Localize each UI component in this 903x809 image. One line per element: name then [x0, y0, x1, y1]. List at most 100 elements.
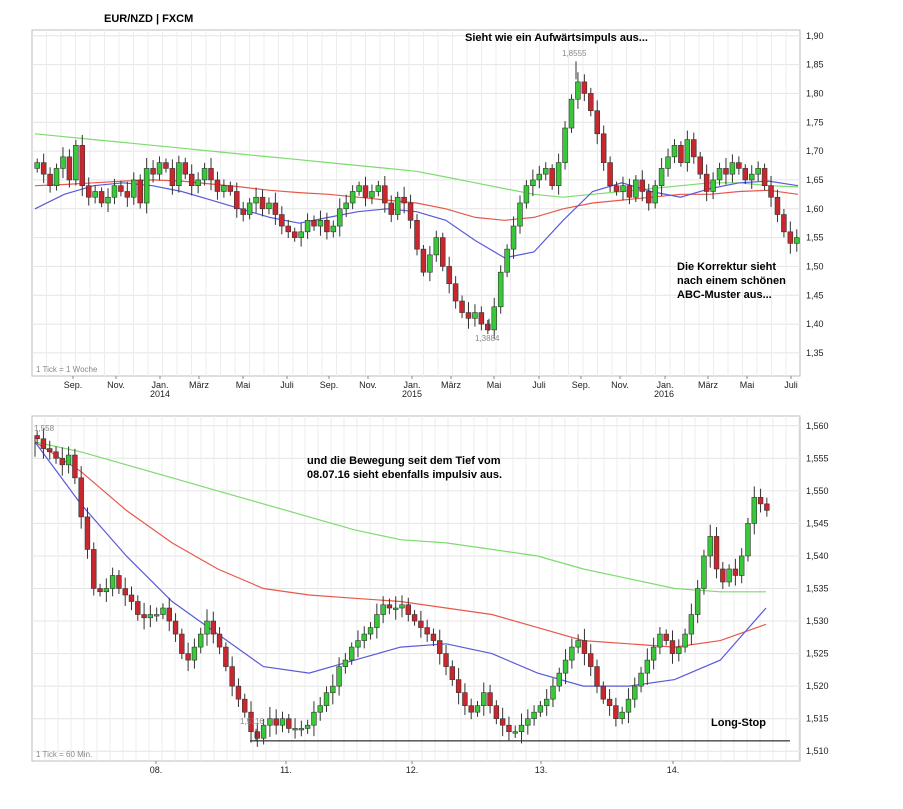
candle: [143, 168, 150, 204]
candle: [141, 614, 147, 619]
candle: [523, 185, 530, 204]
candle: [260, 724, 267, 739]
candle: [156, 162, 163, 175]
candle: [109, 575, 116, 589]
candle: [588, 93, 594, 112]
x-tick-label: 12.: [406, 765, 419, 775]
candle: [84, 516, 91, 550]
candle: [34, 162, 40, 169]
candle: [761, 168, 768, 186]
x-tick-label: 11.: [280, 765, 292, 775]
candle: [317, 220, 324, 227]
candle: [732, 568, 739, 576]
candle: [729, 162, 736, 175]
x-tick-label: 08.: [150, 765, 163, 775]
x-tick-label: Jan.: [403, 380, 420, 390]
candle: [625, 698, 632, 713]
candle: [613, 185, 620, 192]
candle: [745, 523, 751, 557]
candle: [723, 168, 729, 175]
candle: [330, 225, 337, 233]
candle: [701, 555, 707, 589]
candle: [124, 191, 131, 198]
candle: [691, 139, 697, 158]
x-tick-label: Sep.: [64, 380, 83, 390]
candle: [253, 196, 259, 204]
candle: [433, 237, 440, 256]
candle: [645, 191, 652, 204]
annotation-correction-line2: nach einem schönen: [677, 275, 786, 287]
y-tick-label: 1,515: [806, 714, 829, 724]
candle: [92, 191, 98, 198]
candle: [682, 633, 688, 648]
candle: [208, 168, 214, 181]
candle: [716, 168, 723, 181]
candle: [66, 156, 73, 181]
moving-average-line: [34, 441, 767, 648]
candle: [411, 614, 418, 622]
candle: [182, 162, 189, 175]
candle: [757, 497, 764, 505]
candle: [720, 568, 726, 583]
candle: [575, 640, 581, 648]
candle: [512, 731, 518, 734]
candle: [374, 614, 380, 628]
candle: [221, 185, 227, 192]
candle: [748, 173, 755, 181]
x-tick-label: März: [441, 380, 461, 390]
candle: [562, 659, 569, 674]
candle: [506, 724, 512, 733]
candle: [292, 728, 298, 731]
year-label-2015: 2015: [402, 389, 422, 399]
candle: [542, 168, 549, 175]
candle: [179, 633, 185, 654]
candle: [650, 646, 657, 661]
candle: [98, 191, 105, 204]
candle: [485, 323, 491, 331]
candle: [455, 679, 462, 693]
y-tick-label: 1,560: [806, 421, 829, 431]
candle: [388, 202, 394, 215]
candle: [493, 705, 500, 719]
hourly-interval-label: 1 Tick = 60 Min.: [36, 750, 92, 759]
candle: [665, 156, 671, 169]
candle: [569, 646, 575, 661]
candle: [227, 185, 234, 192]
candle: [669, 640, 676, 654]
candle: [764, 503, 770, 511]
y-tick-label: 1,550: [806, 486, 829, 496]
long-stop-label: Long-Stop: [711, 717, 766, 729]
candle: [40, 438, 47, 449]
candle: [736, 162, 742, 169]
candle: [407, 202, 414, 221]
hourly-chart: 1,560 1,555 1,550 1,545 1,540 1,535 1,530 1,525…: [31, 415, 829, 775]
y-tick-label: 1,50: [806, 261, 824, 271]
candle: [497, 271, 504, 308]
candle: [47, 173, 53, 187]
candle: [272, 202, 279, 215]
candle: [697, 156, 703, 175]
x-tick-label: Mai: [487, 380, 502, 390]
candle: [549, 168, 555, 186]
x-tick-label: Nov.: [359, 380, 377, 390]
candle: [40, 162, 47, 175]
candle: [259, 196, 266, 210]
x-tick-label: Juli: [280, 380, 294, 390]
annotation-impulsive-line1: und die Bewegung seit dem Tief vom: [307, 455, 501, 467]
candle: [414, 220, 420, 250]
weekly-x-axis: Sep. Nov. Jan. März Mai Juli Sep. Nov. Jan. März M…: [64, 376, 798, 390]
candle: [304, 220, 311, 233]
candle: [644, 659, 651, 674]
candle: [216, 633, 223, 648]
y-tick-label: 1,510: [806, 746, 829, 756]
moving-average-line: [34, 180, 799, 259]
moving-average-line: [34, 133, 799, 198]
candle: [504, 248, 510, 273]
candle: [487, 692, 493, 706]
chart-title: EUR/NZD | FXCM: [104, 13, 193, 25]
hourly-x-axis: 08. 11. 12. 13. 14.: [150, 761, 679, 775]
candle: [65, 454, 72, 466]
moving-average-line: [34, 441, 767, 687]
x-tick-label: Jan.: [656, 380, 673, 390]
low-marker-label: 1,3884: [475, 334, 500, 343]
